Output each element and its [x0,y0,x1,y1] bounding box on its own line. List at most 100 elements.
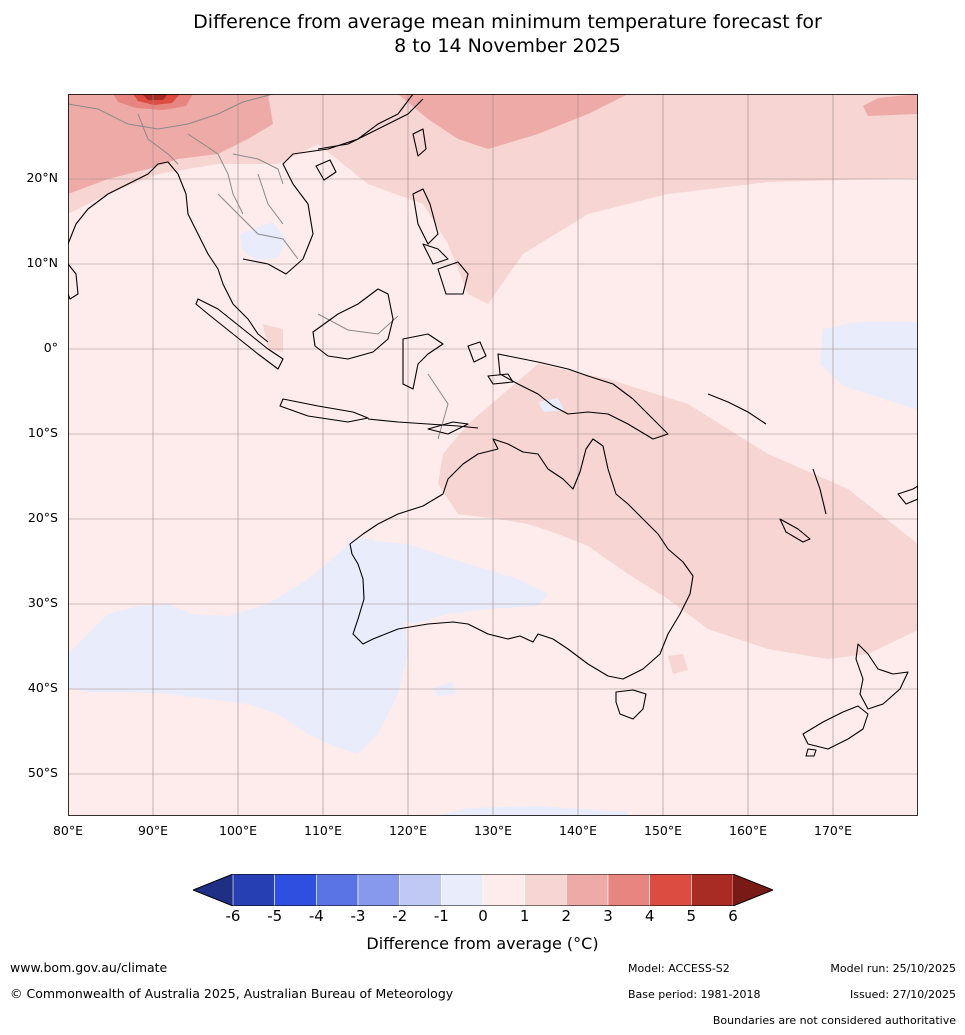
lat-label-0: 0° [43,340,58,355]
colorbar-segment [691,874,734,906]
title-line-1: Difference from average mean minimum tem… [193,11,822,33]
legend-tick-2: 2 [561,907,572,925]
colorbar-segment [566,874,609,906]
legend-tick-5: 5 [686,907,697,925]
legend-label: Difference from average (°C) [366,934,599,953]
colorbar-segment [274,874,317,906]
coast-indochina [242,94,414,275]
anomaly-2-to-3-region-pacific [863,94,918,116]
coast-india [68,161,179,245]
coast-visayas [422,243,449,265]
colorbar-extend-low [193,874,233,906]
map-frame [68,94,918,816]
coast-lesser-sunda [367,418,479,429]
colorbar-segment [482,874,525,906]
coast-stewart-island [805,748,817,757]
legend-tick-4: 4 [644,907,655,925]
legend-tick-neg2: -2 [392,907,408,925]
lon-label-110e: 110°E [303,823,343,838]
colorbar-segment [524,874,567,906]
lat-label-10s: 10°S [27,425,58,440]
title-line-2: 8 to 14 November 2025 [394,35,621,57]
footer-disclaimer: Boundaries are not considered authoritat… [712,1014,956,1027]
chart-title: Difference from average mean minimum tem… [0,10,965,58]
legend-tick-1: 1 [519,907,530,925]
lon-label-100e: 100°E [218,823,258,838]
legend-tick-neg4: -4 [308,907,324,925]
anomaly-neg1-to-0-region-west-australia [353,539,548,624]
coast-sri-lanka [68,263,79,300]
coast-nz-south [802,705,869,750]
footer-issued: Issued: 27/10/2025 [849,988,956,1001]
legend-tick-neg5: -5 [267,907,283,925]
anomaly-neg1-to-0-region-coral-sea [820,322,918,410]
lon-label-160e: 160°E [728,823,768,838]
colorbar-segment [399,874,442,906]
legend-tick-0: 0 [478,907,488,925]
legend-tick-6: 6 [728,907,738,925]
coast-australia [349,438,694,680]
lat-label-10n: 10°N [26,255,58,270]
anomaly-5-to-6-region [142,94,168,100]
coast-sumatra [195,298,284,370]
legend-tick-neg1: -1 [433,907,449,925]
lon-label-140e: 140°E [558,823,598,838]
coast-borneo [312,288,394,360]
coast-new-guinea [497,353,669,440]
coast-seram [487,373,514,385]
coast-maluku [467,341,487,363]
lon-label-150e: 150°E [643,823,683,838]
footer-base-period: Base period: 1981-2018 [628,988,761,1001]
colorbar-segment [649,874,692,906]
footer-website: www.bom.gov.au/climate [10,960,168,975]
coast-taiwan [412,128,427,157]
lat-label-50s: 50°S [27,765,58,780]
lat-label-20s: 20°S [27,510,58,525]
coast-nz-north [855,643,909,710]
coast-hainan [315,159,337,181]
lon-label-120e: 120°E [388,823,428,838]
colorbar-segment [357,874,400,906]
map-svg [68,94,918,816]
colorbar-segment [441,874,484,906]
anomaly-neg1-to-0-region-south [438,806,628,816]
anomaly-neg1-to-0-region-small-1 [278,676,306,706]
colorbar-segment [316,874,359,906]
coast-malay-peninsula [177,173,269,343]
anomaly-2-to-3-region-china [398,94,628,149]
colorbar-segment [232,874,275,906]
coast-sulawesi [402,333,444,390]
gridlines [68,94,918,816]
legend-tick-neg6: -6 [225,907,241,925]
lon-label-170e: 170°E [813,823,853,838]
coast-china [317,98,424,150]
lon-label-90e: 90°E [137,823,169,838]
lat-label-40s: 40°S [27,680,58,695]
coastlines [68,94,918,757]
coast-mindanao [437,261,469,295]
footer-model: Model: ACCESS-S2 [628,962,730,975]
coast-luzon [412,188,439,245]
lon-label-80e: 80°E [52,823,84,838]
anomaly-2-to-3-region-himalaya [68,94,273,194]
coast-new-caledonia [779,518,811,543]
anomaly-neg1-to-0-region-indochina [240,222,286,260]
anomaly-1-to-2-region-tasman [668,654,688,674]
anomaly-1-to-2-region-australia [438,364,918,659]
coast-timor [427,421,469,435]
country-borders [68,94,449,440]
footer-model-run: Model run: 25/10/2025 [830,962,956,975]
coast-java [279,398,369,423]
colorbar-extend-high [733,874,773,906]
legend-tick-3: 3 [603,907,613,925]
lon-label-130e: 130°E [473,823,513,838]
colorbar-segments [193,874,773,906]
footer-copyright: © Commonwealth of Australia 2025, Austra… [10,986,454,1001]
legend-colorbar [193,874,773,906]
coast-fiji [897,485,918,505]
anomaly-1-to-2-region-sumatra [263,324,283,352]
forecast-map [68,94,918,816]
coast-vanuatu [812,468,827,515]
coast-tasmania [615,689,647,720]
coast-solomons [707,393,767,425]
